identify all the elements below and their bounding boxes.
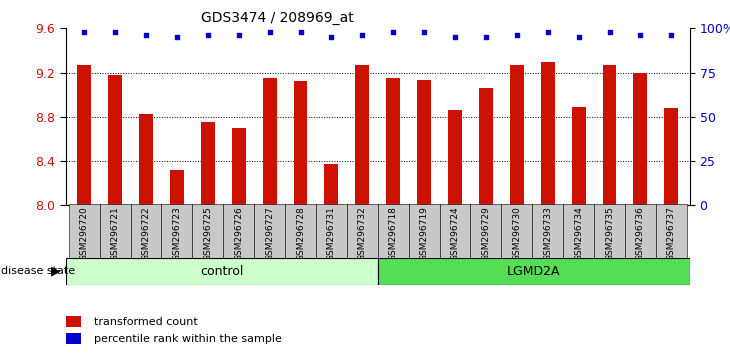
Bar	[479, 88, 493, 205]
Text: GSM296730: GSM296730	[512, 206, 521, 261]
Point	[511, 33, 523, 38]
Bar	[510, 65, 523, 205]
Bar	[77, 65, 91, 205]
FancyBboxPatch shape	[439, 204, 470, 258]
Bar	[572, 107, 585, 205]
Text: GSM296736: GSM296736	[636, 206, 645, 261]
FancyBboxPatch shape	[625, 204, 656, 258]
Text: GSM296737: GSM296737	[666, 206, 676, 261]
Point	[233, 33, 245, 38]
Text: GSM296726: GSM296726	[234, 206, 243, 261]
FancyBboxPatch shape	[502, 204, 532, 258]
FancyBboxPatch shape	[409, 204, 439, 258]
Point	[573, 34, 585, 40]
Text: GSM296727: GSM296727	[265, 206, 274, 261]
FancyBboxPatch shape	[377, 204, 409, 258]
Text: GDS3474 / 208969_at: GDS3474 / 208969_at	[201, 11, 354, 25]
Bar	[263, 78, 277, 205]
Bar	[356, 65, 369, 205]
Text: GSM296724: GSM296724	[450, 206, 459, 261]
Bar	[448, 110, 462, 205]
Text: LGMD2A: LGMD2A	[507, 265, 561, 278]
Text: GSM296731: GSM296731	[327, 206, 336, 261]
Text: GSM296735: GSM296735	[605, 206, 614, 261]
Point	[604, 29, 615, 35]
Text: GSM296734: GSM296734	[574, 206, 583, 261]
Point	[140, 33, 152, 38]
FancyBboxPatch shape	[131, 204, 161, 258]
Bar	[602, 65, 616, 205]
Bar	[139, 114, 153, 205]
Bar	[66, 333, 82, 344]
Text: transformed count: transformed count	[94, 317, 198, 327]
Text: disease state: disease state	[1, 266, 75, 276]
FancyBboxPatch shape	[223, 204, 254, 258]
FancyBboxPatch shape	[656, 204, 687, 258]
FancyBboxPatch shape	[161, 204, 193, 258]
Text: GSM296729: GSM296729	[481, 206, 491, 261]
Text: ▶: ▶	[51, 264, 61, 277]
Text: percentile rank within the sample: percentile rank within the sample	[94, 334, 282, 344]
Bar	[417, 80, 431, 205]
Point	[264, 29, 275, 35]
FancyBboxPatch shape	[66, 258, 377, 285]
FancyBboxPatch shape	[193, 204, 223, 258]
Text: GSM296725: GSM296725	[204, 206, 212, 261]
Point	[666, 33, 677, 38]
FancyBboxPatch shape	[470, 204, 502, 258]
Text: GSM296723: GSM296723	[172, 206, 182, 261]
Point	[449, 34, 461, 40]
FancyBboxPatch shape	[316, 204, 347, 258]
Point	[171, 34, 182, 40]
FancyBboxPatch shape	[254, 204, 285, 258]
Point	[202, 33, 214, 38]
Bar	[386, 78, 400, 205]
FancyBboxPatch shape	[285, 204, 316, 258]
Text: control: control	[200, 265, 243, 278]
Text: GSM296728: GSM296728	[296, 206, 305, 261]
Bar	[201, 122, 215, 205]
Bar	[634, 73, 648, 205]
Point	[110, 29, 121, 35]
Text: GSM296732: GSM296732	[358, 206, 367, 261]
FancyBboxPatch shape	[69, 204, 100, 258]
Text: GSM296722: GSM296722	[142, 206, 150, 261]
Bar	[232, 128, 246, 205]
Point	[295, 29, 307, 35]
Point	[356, 33, 368, 38]
Bar	[108, 75, 122, 205]
Text: GSM296733: GSM296733	[543, 206, 552, 261]
Text: GSM296721: GSM296721	[111, 206, 120, 261]
FancyBboxPatch shape	[594, 204, 625, 258]
Text: GSM296718: GSM296718	[388, 206, 398, 261]
Point	[388, 29, 399, 35]
FancyBboxPatch shape	[563, 204, 594, 258]
Bar	[664, 108, 678, 205]
FancyBboxPatch shape	[532, 204, 563, 258]
Bar	[541, 62, 555, 205]
Bar	[66, 316, 82, 327]
Bar	[324, 164, 339, 205]
Point	[634, 33, 646, 38]
Bar	[170, 170, 184, 205]
FancyBboxPatch shape	[100, 204, 131, 258]
FancyBboxPatch shape	[377, 258, 690, 285]
Point	[78, 29, 90, 35]
Point	[542, 29, 553, 35]
Point	[326, 34, 337, 40]
Point	[480, 34, 492, 40]
FancyBboxPatch shape	[347, 204, 377, 258]
Text: GSM296719: GSM296719	[420, 206, 429, 261]
Bar	[293, 81, 307, 205]
Point	[418, 29, 430, 35]
Text: GSM296720: GSM296720	[80, 206, 89, 261]
